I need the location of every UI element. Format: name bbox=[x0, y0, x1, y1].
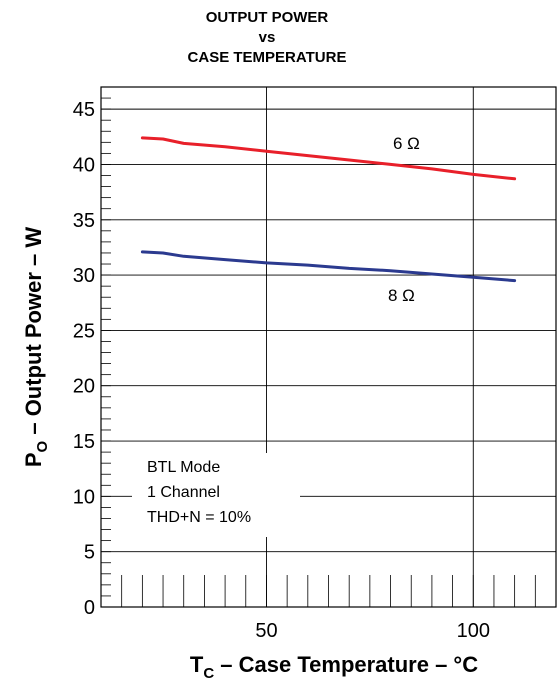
y-tick-label: 25 bbox=[73, 320, 95, 342]
y-tick-label: 35 bbox=[73, 210, 95, 232]
x-axis-ticks: 50 100 bbox=[255, 620, 490, 642]
annotation-thd: THD+N = 10% bbox=[147, 509, 251, 526]
x-axis-title-sub: C bbox=[203, 665, 214, 682]
y-axis-title: PO – Output Power – W bbox=[21, 227, 51, 467]
y-axis-title-main: P bbox=[21, 452, 46, 467]
series-label-6ohm: 6 Ω bbox=[393, 134, 420, 153]
title-line-3: CASE TEMPERATURE bbox=[188, 49, 347, 66]
y-tick-label: 10 bbox=[73, 486, 95, 508]
y-tick-label: 5 bbox=[84, 542, 95, 564]
y-axis-ticks: 0 5 10 15 20 25 30 35 40 45 bbox=[73, 99, 95, 619]
annotation-background bbox=[132, 453, 300, 537]
annotation-channel: 1 Channel bbox=[147, 484, 220, 501]
x-axis-title-rest: – Case Temperature – °C bbox=[214, 652, 478, 677]
x-tick-label: 100 bbox=[457, 620, 490, 642]
y-tick-label: 30 bbox=[73, 265, 95, 287]
y-tick-label: 40 bbox=[73, 154, 95, 176]
series-group bbox=[140, 136, 517, 283]
title-line-2: vs bbox=[259, 29, 276, 46]
y-axis-title-rest: – Output Power – W bbox=[21, 227, 46, 441]
y-tick-label: 20 bbox=[73, 376, 95, 398]
series-line-6ohm bbox=[140, 136, 517, 181]
x-axis-title-main: T bbox=[190, 652, 204, 677]
x-axis-title: TC – Case Temperature – °C bbox=[190, 652, 478, 682]
y-axis-title-sub: O bbox=[34, 440, 51, 452]
x-tick-label: 50 bbox=[255, 620, 277, 642]
plot-frame bbox=[100, 86, 557, 608]
title-line-1: OUTPUT POWER bbox=[206, 9, 329, 26]
y-tick-label: 15 bbox=[73, 431, 95, 453]
y-tick-label: 0 bbox=[84, 597, 95, 619]
series-label-8ohm: 8 Ω bbox=[388, 286, 415, 305]
annotation-mode: BTL Mode bbox=[147, 459, 220, 476]
chart-title: OUTPUT POWER vs CASE TEMPERATURE bbox=[188, 9, 347, 66]
y-tick-label: 45 bbox=[73, 99, 95, 121]
series-line-8ohm bbox=[140, 250, 517, 283]
